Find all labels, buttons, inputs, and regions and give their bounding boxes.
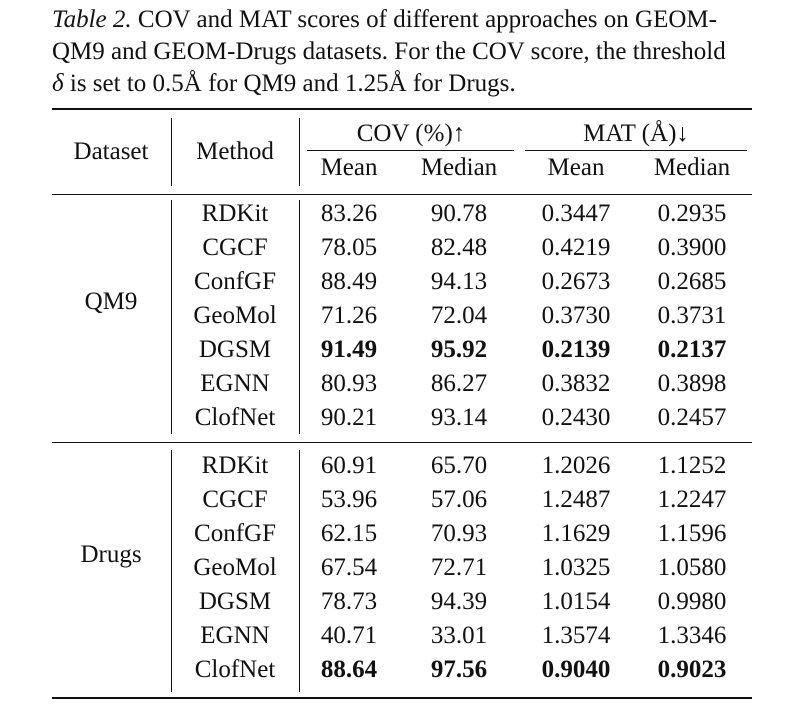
value-cell: 1.3346 (657, 622, 727, 649)
value-cell: 1.1252 (657, 452, 727, 479)
column-divider (171, 200, 172, 434)
value-cell: 60.91 (320, 452, 378, 479)
value-cell: 0.3730 (541, 302, 611, 329)
value-cell: 53.96 (320, 486, 378, 513)
value-cell: 0.2457 (657, 404, 727, 431)
value-cell: 57.06 (430, 486, 488, 513)
value-cell: 1.0580 (657, 554, 727, 581)
value-cell: 80.93 (320, 370, 378, 397)
value-cell: 0.3731 (657, 302, 727, 329)
header-cov-median: Median (420, 154, 498, 181)
value-cell: 0.2673 (541, 268, 611, 295)
value-cell: 88.49 (320, 268, 378, 295)
value-cell: 1.2487 (541, 486, 611, 513)
value-cell: 0.9980 (657, 588, 727, 615)
method-cell: EGNN (200, 370, 270, 397)
value-cell: 0.2685 (657, 268, 727, 295)
value-cell: 93.14 (430, 404, 488, 431)
header-dataset: Dataset (73, 138, 149, 165)
value-cell: 0.3898 (657, 370, 727, 397)
value-cell: 0.3832 (541, 370, 611, 397)
caption-delta-symbol: δ (52, 70, 64, 97)
value-cell: 1.0325 (541, 554, 611, 581)
value-cell: 94.13 (430, 268, 488, 295)
value-cell: 40.71 (320, 622, 378, 649)
value-cell: 94.39 (430, 588, 488, 615)
mat-group-rule (525, 150, 747, 151)
method-cell: GeoMol (193, 302, 277, 329)
value-cell: 70.93 (430, 520, 488, 547)
value-cell: 0.2137 (657, 336, 727, 363)
method-cell: RDKit (201, 452, 269, 479)
value-cell: 82.48 (430, 234, 488, 261)
group-label: QM9 (84, 288, 138, 315)
method-cell: DGSM (198, 336, 272, 363)
value-cell: 1.1629 (541, 520, 611, 547)
method-cell: ClofNet (194, 404, 276, 431)
value-cell: 0.2430 (541, 404, 611, 431)
value-cell: 0.4219 (541, 234, 611, 261)
value-cell: 0.9040 (541, 656, 611, 683)
value-cell: 0.3900 (657, 234, 727, 261)
column-divider (299, 118, 300, 186)
value-cell: 0.3447 (541, 200, 611, 227)
value-cell: 71.26 (320, 302, 378, 329)
value-cell: 86.27 (430, 370, 488, 397)
value-cell: 1.3574 (541, 622, 611, 649)
table-bottom-rule (52, 697, 752, 699)
header-method: Method (196, 138, 274, 165)
caption-line1: COV and MAT scores of different approach… (131, 6, 717, 33)
header-mat-median: Median (653, 154, 731, 181)
header-cov-mean: Mean (320, 154, 378, 181)
header-mat: MAT (Å)↓ (583, 120, 689, 147)
value-cell: 72.04 (430, 302, 488, 329)
value-cell: 78.73 (320, 588, 378, 615)
table-group-rule (52, 442, 752, 443)
value-cell: 0.2935 (657, 200, 727, 227)
table-header-rule (52, 194, 752, 195)
value-cell: 83.26 (320, 200, 378, 227)
value-cell: 91.49 (320, 336, 378, 363)
value-cell: 0.2139 (541, 336, 611, 363)
method-cell: DGSM (198, 588, 272, 615)
value-cell: 78.05 (320, 234, 378, 261)
value-cell: 67.54 (320, 554, 378, 581)
value-cell: 95.92 (430, 336, 488, 363)
value-cell: 1.1596 (657, 520, 727, 547)
caption-line2: QM9 and GEOM-Drugs datasets. For the COV… (52, 38, 726, 65)
method-cell: ConfGF (194, 520, 276, 547)
column-divider (299, 450, 300, 692)
method-cell: GeoMol (193, 554, 277, 581)
table-top-rule (52, 108, 752, 110)
table-caption: Table 2. COV and MAT scores of different… (52, 4, 762, 100)
group-label: Drugs (80, 541, 142, 568)
header-mat-mean: Mean (547, 154, 605, 181)
value-cell: 65.70 (430, 452, 488, 479)
value-cell: 1.2247 (657, 486, 727, 513)
value-cell: 0.9023 (657, 656, 727, 683)
value-cell: 1.2026 (541, 452, 611, 479)
method-cell: ConfGF (194, 268, 276, 295)
caption-line3: is set to 0.5Å for QM9 and 1.25Å for Dru… (63, 70, 516, 97)
method-cell: CGCF (202, 486, 268, 513)
method-cell: ClofNet (194, 656, 276, 683)
value-cell: 72.71 (430, 554, 488, 581)
cov-group-rule (307, 150, 514, 151)
method-cell: CGCF (202, 234, 268, 261)
value-cell: 97.56 (430, 656, 488, 683)
value-cell: 90.78 (430, 200, 488, 227)
column-divider (171, 118, 172, 186)
value-cell: 33.01 (430, 622, 488, 649)
method-cell: RDKit (201, 200, 269, 227)
value-cell: 62.15 (320, 520, 378, 547)
column-divider (171, 450, 172, 692)
value-cell: 1.0154 (541, 588, 611, 615)
method-cell: EGNN (200, 622, 270, 649)
header-cov: COV (%)↑ (356, 120, 466, 147)
caption-label: Table 2. (52, 6, 132, 33)
value-cell: 90.21 (320, 404, 378, 431)
value-cell: 88.64 (320, 656, 378, 683)
column-divider (299, 200, 300, 434)
